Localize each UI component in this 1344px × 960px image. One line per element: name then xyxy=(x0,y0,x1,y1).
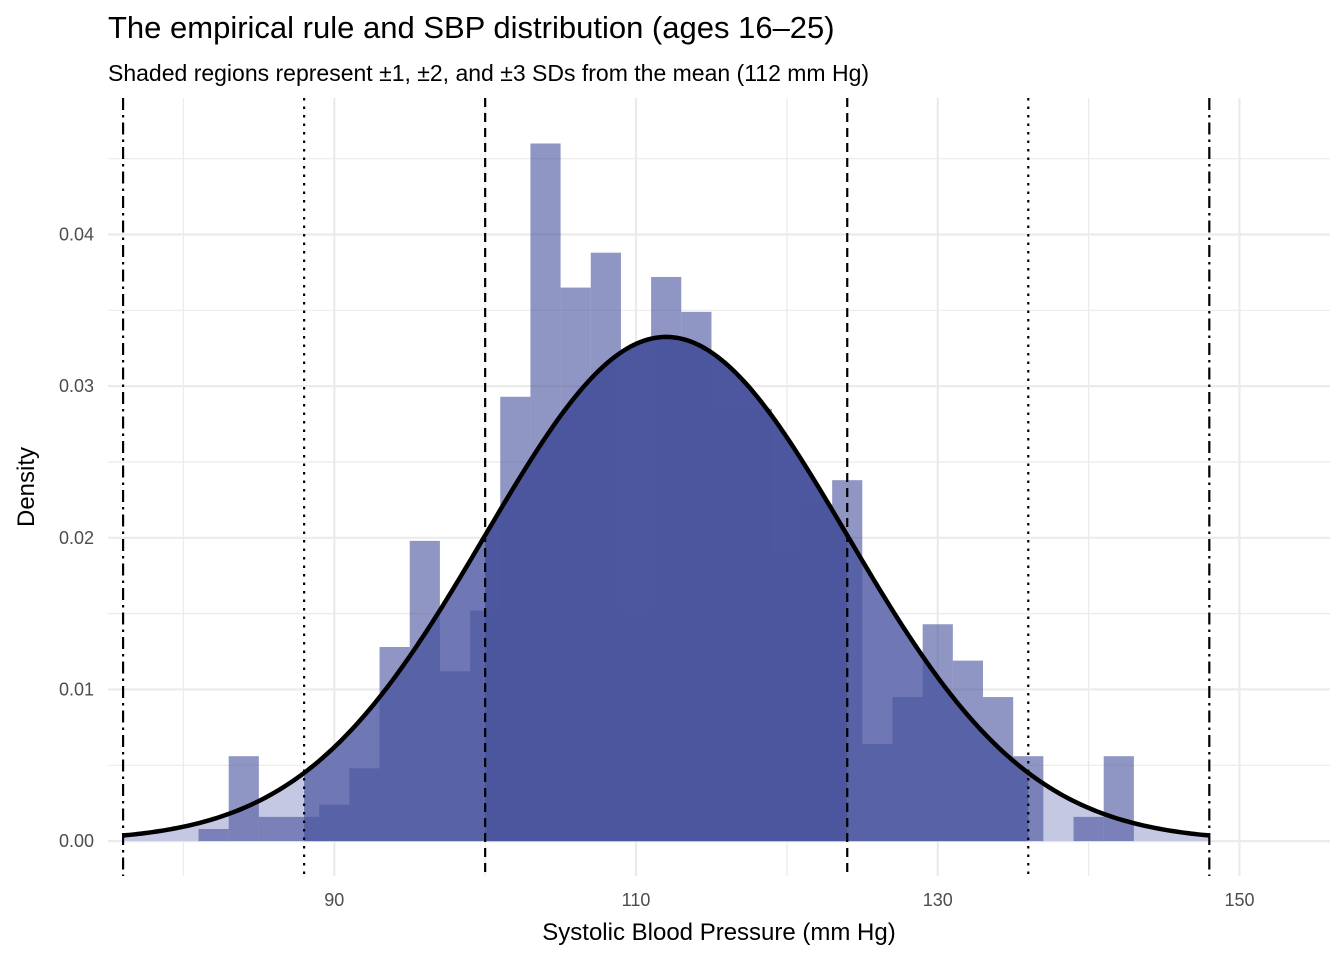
sd-lines xyxy=(121,98,1211,876)
x-tick-label: 110 xyxy=(622,890,651,910)
x-tick-label: 130 xyxy=(923,890,953,910)
histogram-bar xyxy=(349,768,380,842)
histogram-bar xyxy=(500,396,531,842)
histogram-bar xyxy=(1103,756,1134,842)
y-tick-label: 0.00 xyxy=(59,831,94,851)
histogram-bar xyxy=(439,671,471,842)
histogram-bar xyxy=(741,408,772,842)
histogram-bar xyxy=(711,408,742,842)
histogram-bar xyxy=(258,816,290,842)
x-axis-title: Systolic Blood Pressure (mm Hg) xyxy=(542,919,895,946)
y-tick-label: 0.01 xyxy=(59,679,94,699)
histogram-bars xyxy=(198,143,1134,842)
histogram-bar xyxy=(801,504,833,842)
histogram-bar xyxy=(771,552,802,842)
histogram-bar xyxy=(319,804,350,842)
y-tick-label: 0.02 xyxy=(59,528,94,548)
x-tick-label: 150 xyxy=(1224,890,1254,910)
histogram-bar xyxy=(620,610,652,842)
chart-title: The empirical rule and SBP distribution … xyxy=(108,10,835,45)
y-tick-label: 0.04 xyxy=(59,224,94,244)
histogram-bar xyxy=(892,697,923,842)
histogram-bar xyxy=(862,744,893,842)
histogram-bar xyxy=(590,252,621,842)
chart-subtitle: Shaded regions represent ±1, ±2, and ±3 … xyxy=(108,60,870,86)
histogram-bar xyxy=(470,610,501,842)
histogram-bar xyxy=(409,540,440,842)
histogram-bar xyxy=(983,697,1014,842)
histogram-bar xyxy=(1013,756,1044,842)
histogram-bar xyxy=(530,143,561,842)
x-tick-label: 90 xyxy=(324,890,344,910)
normal-curve xyxy=(122,334,1210,838)
histogram-bar xyxy=(651,276,682,842)
histogram-bar xyxy=(952,660,984,842)
histogram-bar xyxy=(228,756,259,842)
y-tick-label: 0.03 xyxy=(59,376,94,396)
normal-curve-layer xyxy=(122,334,1210,838)
histogram-bar xyxy=(1073,816,1104,842)
histogram-bar xyxy=(289,816,320,842)
histogram-bar xyxy=(560,287,591,842)
y-axis-title: Density xyxy=(13,447,40,527)
histogram-bar xyxy=(198,828,229,842)
histogram-bar xyxy=(922,624,953,842)
axis-layer: 0.00 0.01 0.02 0.03 0.04 90 110 130 150 Systolic … xyxy=(13,224,1255,946)
histogram-bar xyxy=(681,311,712,842)
